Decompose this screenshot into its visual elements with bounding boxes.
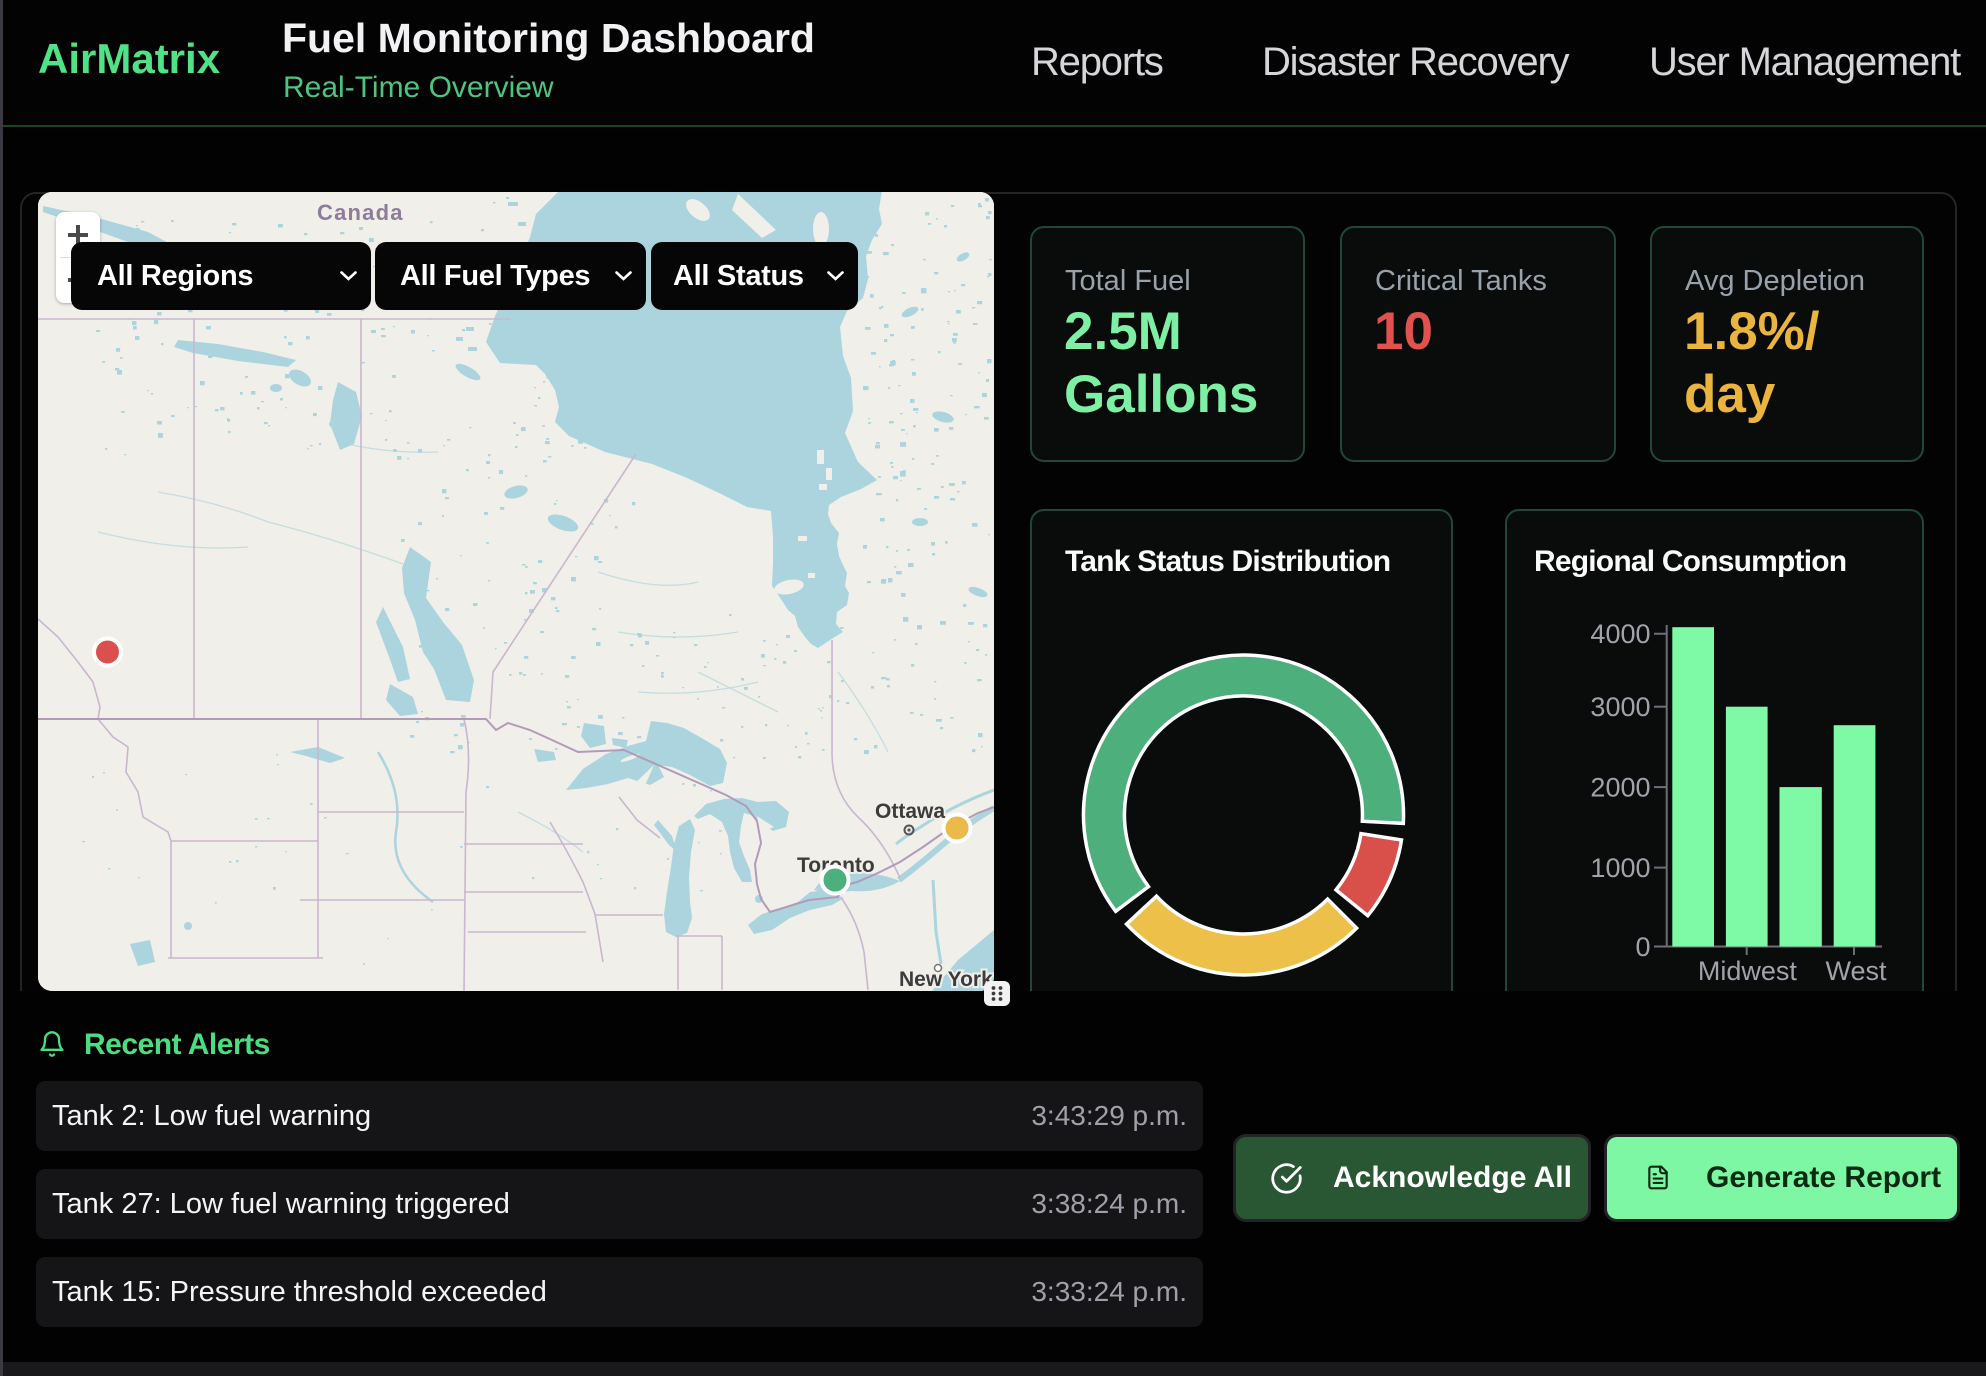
svg-text:Ottawa: Ottawa bbox=[875, 800, 945, 823]
svg-text:1000: 1000 bbox=[1590, 853, 1650, 883]
svg-text:2000: 2000 bbox=[1590, 772, 1650, 802]
svg-text:0: 0 bbox=[1635, 932, 1650, 962]
svg-text:Canada: Canada bbox=[317, 200, 404, 225]
svg-text:4000: 4000 bbox=[1590, 619, 1650, 649]
svg-text:West: West bbox=[1825, 956, 1887, 986]
svg-text:Midwest: Midwest bbox=[1698, 956, 1798, 986]
svg-text:New York: New York bbox=[899, 968, 993, 991]
svg-text:3000: 3000 bbox=[1590, 692, 1650, 722]
